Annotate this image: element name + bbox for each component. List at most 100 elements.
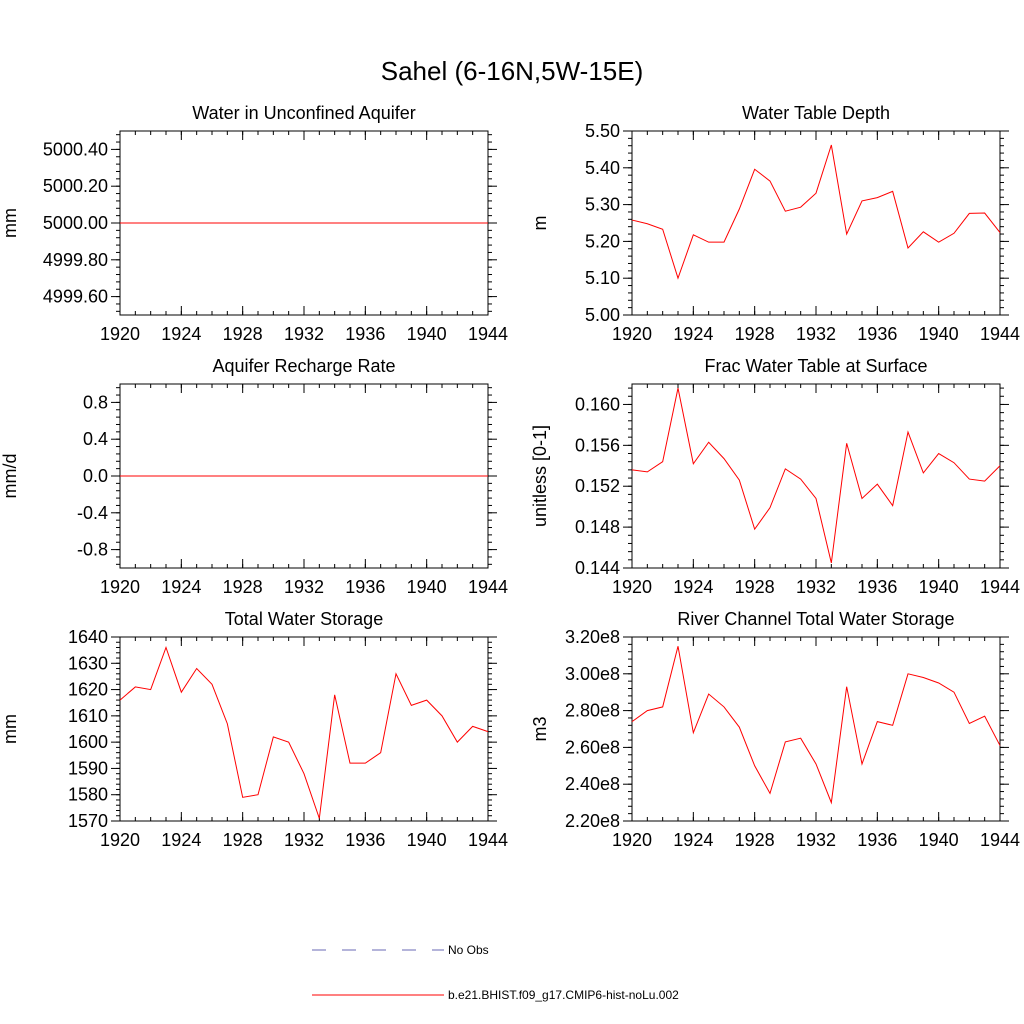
x-tick-label: 1924: [161, 577, 201, 597]
chart-title: Frac Water Table at Surface: [704, 356, 927, 376]
x-tick-label: 1932: [284, 324, 324, 344]
y-tick-label: 5.20: [585, 231, 620, 251]
chart-panel: Water in Unconfined Aquifer mm 1920 1924 192…: [0, 103, 508, 344]
y-tick-label: 4999.60: [43, 287, 108, 307]
x-tick-label: 1928: [735, 577, 775, 597]
y-tick-label: 5000.00: [43, 213, 108, 233]
y-tick-label: 2.80e8: [565, 701, 620, 721]
x-tick-label: 1920: [100, 830, 140, 850]
x-tick-label: 1924: [673, 830, 713, 850]
y-tick-label: 1590: [68, 758, 108, 778]
x-tick-label: 1920: [612, 577, 652, 597]
y-tick-label: 3.20e8: [565, 627, 620, 647]
y-tick-label: 4999.80: [43, 250, 108, 270]
y-tick-label: 5000.40: [43, 139, 108, 159]
y-tick-label: 2.20e8: [565, 811, 620, 831]
x-tick-label: 1936: [857, 830, 897, 850]
y-tick-label: 5.00: [585, 305, 620, 325]
x-tick-label: 1928: [223, 577, 263, 597]
x-tick-label: 1920: [100, 577, 140, 597]
x-tick-label: 1920: [612, 324, 652, 344]
series-line: [631, 387, 1001, 564]
y-tick-label: 0.144: [575, 558, 620, 578]
y-tick-label: 2.40e8: [565, 774, 620, 794]
y-tick-label: 1630: [68, 653, 108, 673]
x-tick-label: 1940: [407, 577, 447, 597]
plot-frame: [119, 636, 489, 822]
y-tick-label: 3.00e8: [565, 664, 620, 684]
plot-frame: [631, 383, 1001, 569]
chart-panel: Frac Water Table at Surface unitless [0-1…: [530, 356, 1020, 597]
x-tick-label: 1936: [857, 324, 897, 344]
x-tick-label: 1944: [468, 830, 508, 850]
y-axis-label: mm: [0, 714, 20, 744]
y-tick-label: 1620: [68, 680, 108, 700]
x-tick-label: 1944: [980, 324, 1020, 344]
x-tick-label: 1940: [407, 830, 447, 850]
chart-panel: Water Table Depth m 1920 1924 1928 1932 1936 19…: [530, 103, 1020, 344]
y-tick-label: 5.10: [585, 268, 620, 288]
x-tick-label: 1932: [284, 577, 324, 597]
plot-frame: [631, 636, 1001, 822]
y-tick-label: 2.60e8: [565, 737, 620, 757]
y-tick-label: 5000.20: [43, 176, 108, 196]
y-axis-label: mm/d: [0, 454, 20, 499]
chart-title: Water in Unconfined Aquifer: [192, 103, 415, 123]
y-tick-label: 1570: [68, 811, 108, 831]
x-tick-label: 1932: [796, 324, 836, 344]
y-axis-label: unitless [0-1]: [530, 425, 550, 527]
x-tick-label: 1940: [919, 577, 959, 597]
x-tick-label: 1928: [223, 324, 263, 344]
y-tick-label: 1580: [68, 785, 108, 805]
y-tick-label: 1640: [68, 627, 108, 647]
y-axis-label: mm: [0, 208, 20, 238]
y-axis-label: m: [530, 216, 550, 231]
y-tick-label: 1600: [68, 732, 108, 752]
chart-title: Aquifer Recharge Rate: [212, 356, 395, 376]
x-tick-label: 1920: [612, 830, 652, 850]
y-tick-label: 0.8: [83, 392, 108, 412]
x-tick-label: 1936: [857, 577, 897, 597]
x-tick-label: 1936: [345, 830, 385, 850]
series-line: [631, 646, 1001, 805]
figure-title: Sahel (6-16N,5W-15E): [380, 56, 644, 86]
x-tick-label: 1944: [468, 577, 508, 597]
legend: No Obs b.e21.BHIST.f09_g17.CMIP6-hist-no…: [312, 943, 679, 1002]
x-tick-label: 1924: [161, 830, 201, 850]
y-tick-label: 0.152: [575, 476, 620, 496]
y-tick-label: 5.40: [585, 158, 620, 178]
y-tick-label: 5.30: [585, 195, 620, 215]
x-tick-label: 1940: [919, 324, 959, 344]
x-tick-label: 1936: [345, 577, 385, 597]
y-tick-label: 5.50: [585, 121, 620, 141]
chart-panel: Aquifer Recharge Rate mm/d 1920 1924 1928 193…: [0, 356, 508, 597]
x-tick-label: 1944: [980, 830, 1020, 850]
x-tick-label: 1936: [345, 324, 385, 344]
y-tick-label: 0.156: [575, 435, 620, 455]
x-tick-label: 1924: [161, 324, 201, 344]
y-tick-label: 0.0: [83, 466, 108, 486]
chart-panel: Total Water Storage mm 1920 1924 1928 1932 193…: [0, 609, 508, 850]
legend-model-label: b.e21.BHIST.f09_g17.CMIP6-hist-noLu.002: [448, 988, 679, 1002]
x-tick-label: 1924: [673, 577, 713, 597]
chart-title: Total Water Storage: [225, 609, 383, 629]
x-tick-label: 1928: [735, 830, 775, 850]
chart-panel: River Channel Total Water Storage m3 1920 1…: [530, 609, 1020, 850]
x-tick-label: 1932: [284, 830, 324, 850]
y-tick-label: 0.160: [575, 394, 620, 414]
y-tick-label: 0.4: [83, 429, 108, 449]
y-tick-label: -0.4: [77, 503, 108, 523]
x-tick-label: 1920: [100, 324, 140, 344]
x-tick-label: 1932: [796, 830, 836, 850]
y-axis-label: m3: [530, 716, 550, 741]
x-tick-label: 1940: [407, 324, 447, 344]
x-tick-label: 1924: [673, 324, 713, 344]
y-tick-label: -0.8: [77, 540, 108, 560]
plot-frame: [631, 130, 1001, 316]
x-tick-label: 1940: [919, 830, 959, 850]
y-tick-label: 1610: [68, 706, 108, 726]
chart-title: River Channel Total Water Storage: [677, 609, 954, 629]
series-line: [631, 144, 1001, 280]
